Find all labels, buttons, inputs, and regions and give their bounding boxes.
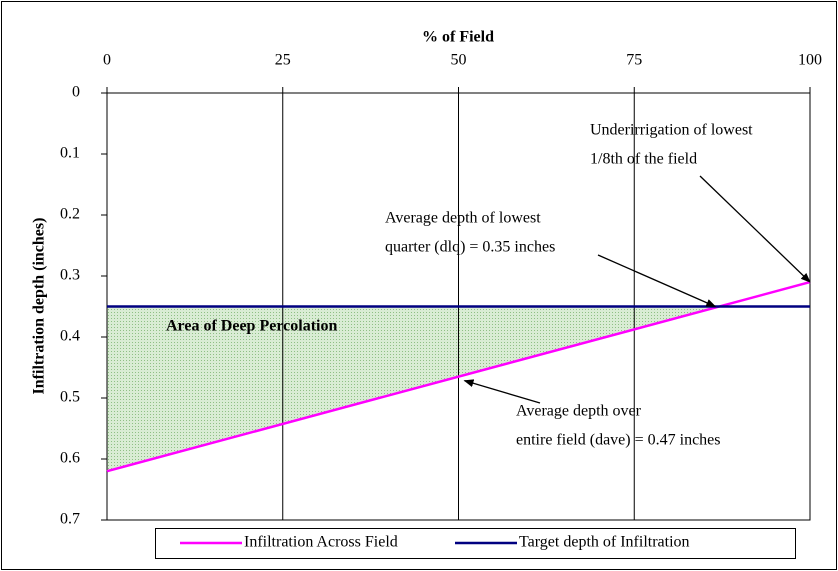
legend-label: Target depth of Infiltration xyxy=(519,534,690,551)
legend-label: Infiltration Across Field xyxy=(244,534,398,551)
y-tick-label: 0.3 xyxy=(60,267,80,284)
annotation-arrow xyxy=(699,175,811,283)
annotation: Average depth over xyxy=(516,403,642,420)
area-label: Area of Deep Percolation xyxy=(166,318,337,335)
chart-title: % of Field xyxy=(422,29,494,46)
y-tick-label: 0.4 xyxy=(60,328,80,345)
annotation: Underirrigation of lowest xyxy=(590,122,753,139)
y-tick-label: 0.2 xyxy=(60,206,80,223)
annotation-arrow xyxy=(597,254,717,308)
x-tick-label: 100 xyxy=(798,52,822,69)
y-axis-label: Infiltration depth (inches) xyxy=(31,218,48,395)
series-line xyxy=(106,280,811,473)
y-tick-label: 0.5 xyxy=(60,389,80,406)
annotation: entire field (dave) = 0.47 inches xyxy=(516,432,721,449)
x-tick-label: 25 xyxy=(275,52,291,69)
y-tick-label: 0.1 xyxy=(60,145,80,162)
annotation-arrow xyxy=(463,379,541,404)
y-tick-label: 0 xyxy=(72,84,80,101)
annotation: quarter (dlq) = 0.35 inches xyxy=(385,239,555,256)
x-tick-label: 0 xyxy=(103,52,111,69)
y-tick-label: 0.7 xyxy=(60,511,80,528)
y-tick-label: 0.6 xyxy=(60,450,80,467)
x-tick-label: 50 xyxy=(451,52,467,69)
annotation: Average depth of lowest xyxy=(385,210,541,227)
annotation: 1/8th of the field xyxy=(590,151,697,168)
x-tick-label: 75 xyxy=(626,52,642,69)
